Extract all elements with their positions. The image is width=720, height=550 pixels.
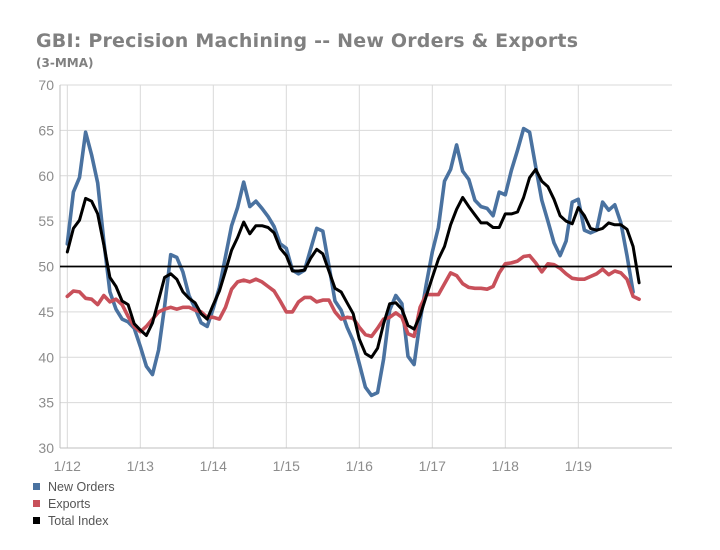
y-tick-label: 40 xyxy=(38,349,54,365)
y-tick-label: 70 xyxy=(38,77,54,93)
x-tick-label: 1/15 xyxy=(273,458,300,474)
y-tick-label: 50 xyxy=(38,259,54,275)
y-tick-label: 35 xyxy=(38,395,54,411)
legend-label: Total Index xyxy=(48,513,109,528)
legend: New Orders Exports Total Index xyxy=(33,478,115,529)
y-tick-label: 45 xyxy=(38,304,54,320)
legend-item: Exports xyxy=(33,495,115,512)
x-tick-label: 1/14 xyxy=(200,458,227,474)
y-tick-label: 60 xyxy=(38,168,54,184)
y-tick-label: 65 xyxy=(38,122,54,138)
legend-label: New Orders xyxy=(48,479,115,494)
x-tick-label: 1/19 xyxy=(565,458,592,474)
series-lines xyxy=(65,126,641,398)
x-tick-label: 1/13 xyxy=(127,458,154,474)
legend-swatch xyxy=(33,483,40,490)
series-line-total-index xyxy=(65,167,641,359)
x-tick-label: 1/17 xyxy=(419,458,446,474)
chart-title: GBI: Precision Machining -- New Orders &… xyxy=(36,30,579,52)
axes: 30 35 40 45 50 55 60 65 70 1/12 1/13 1/14 1/15 1/16 1/… xyxy=(38,77,672,474)
chart-subtitle: (3-MMA) xyxy=(36,56,94,70)
y-tick-label: 30 xyxy=(38,440,54,456)
legend-swatch xyxy=(33,500,40,507)
y-tick-label: 55 xyxy=(38,213,54,229)
x-tick-label: 1/16 xyxy=(346,458,373,474)
legend-item: New Orders xyxy=(33,478,115,495)
legend-label: Exports xyxy=(48,496,91,511)
legend-swatch xyxy=(33,517,40,524)
x-tick-label: 1/18 xyxy=(492,458,519,474)
x-tick-label: 1/12 xyxy=(54,458,81,474)
legend-item: Total Index xyxy=(33,512,115,529)
series-line-new-orders xyxy=(65,126,635,398)
